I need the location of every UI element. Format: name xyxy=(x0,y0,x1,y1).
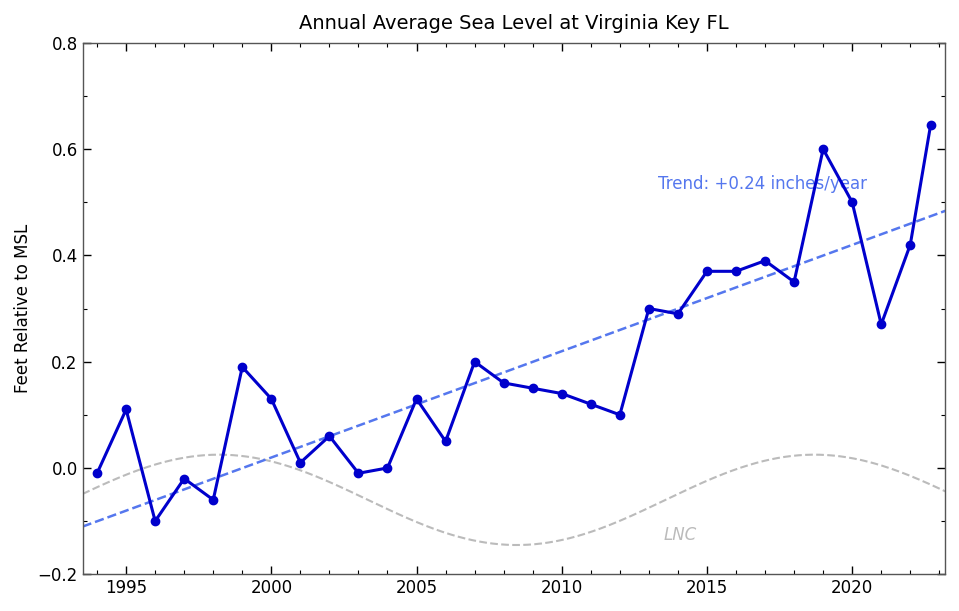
Y-axis label: Feet Relative to MSL: Feet Relative to MSL xyxy=(13,224,32,393)
Title: Annual Average Sea Level at Virginia Key FL: Annual Average Sea Level at Virginia Key… xyxy=(299,14,729,33)
Text: Trend: +0.24 inches/year: Trend: +0.24 inches/year xyxy=(658,175,867,193)
Text: LNC: LNC xyxy=(664,525,696,544)
